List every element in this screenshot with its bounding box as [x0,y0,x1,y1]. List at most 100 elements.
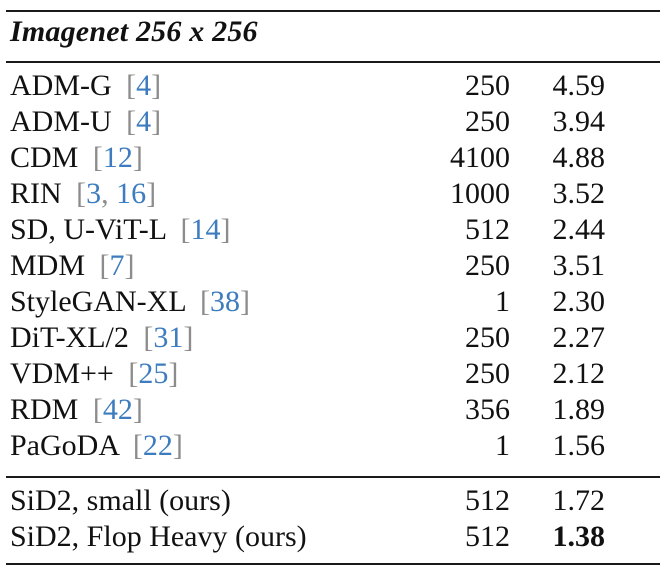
fid-value: 2.12 [552,357,606,390]
citation-bracket-close: ] [124,249,135,282]
results-table: Imagenet 256 x 256 ADM-G [4] 250 4.59 AD… [6,10,660,565]
steps-value: 512 [465,484,510,517]
model-name: SiD2, small (ours) [10,484,231,517]
model-name: CDM [10,141,79,174]
table-row: ADM-U [4] 250 3.94 [10,104,605,140]
ours-rows-section: SiD2, small (ours) 512 1.72 SiD2, Flop H… [6,478,660,563]
fid-value: 3.52 [552,177,606,210]
model-name: VDM++ [10,357,114,390]
fid-value: 1.56 [552,429,606,462]
citation-link[interactable]: 25 [138,357,169,390]
model-cell: StyleGAN-XL [38] [10,284,390,320]
citation-bracket-open: [ [200,285,211,318]
table-row: ADM-G [4] 250 4.59 [10,68,605,104]
table-row: SD, U-ViT-L [14] 512 2.44 [10,212,605,248]
citation-link[interactable]: 22 [142,429,173,462]
steps-value: 250 [465,357,510,390]
table-row: StyleGAN-XL [38] 1 2.30 [10,284,605,320]
citation: [12] [93,141,143,174]
steps-value: 356 [465,393,510,426]
model-name: StyleGAN-XL [10,285,186,318]
citation-link[interactable]: 16 [116,177,147,210]
model-cell: RIN [3, 16] [10,176,390,212]
fid-value: 1.72 [552,484,606,517]
model-cell: ADM-U [4] [10,104,390,140]
citation-bracket-close: ] [220,213,231,246]
fid-value: 2.27 [552,321,606,354]
model-cell: SD, U-ViT-L [14] [10,212,390,248]
citation: [25] [128,357,178,390]
model-cell: RDM [42] [10,392,390,428]
fid-value: 4.59 [552,69,606,102]
model-cell: DiT-XL/2 [31] [10,320,390,356]
citation-link[interactable]: 4 [136,69,152,102]
steps-value: 512 [465,520,510,553]
citation: [42] [93,393,143,426]
model-name: RDM [10,393,79,426]
steps-value: 1 [495,285,510,318]
citation-bracket-open: [ [143,321,154,354]
citation-bracket-open: [ [180,213,191,246]
citation-bracket-open: [ [132,429,143,462]
citation-bracket-close: ] [146,177,157,210]
table-row: MDM [7] 250 3.51 [10,248,605,284]
table-row: RIN [3, 16] 1000 3.52 [10,176,605,212]
citation-bracket-close: ] [172,429,183,462]
citation-bracket-close: ] [151,105,162,138]
fid-value: 2.44 [552,213,606,246]
citation-bracket-open: [ [92,393,103,426]
steps-value: 250 [465,321,510,354]
table-row: SiD2, small (ours) 512 1.72 [10,483,605,519]
model-cell: SiD2, small (ours) [10,483,390,519]
table-row: PaGoDA [22] 1 1.56 [10,428,605,464]
table-row: RDM [42] 356 1.89 [10,392,605,428]
fid-value: 1.38 [552,520,606,553]
model-cell: MDM [7] [10,248,390,284]
citation-link[interactable]: 38 [210,285,241,318]
citation-link[interactable]: 7 [109,249,125,282]
citation-bracket-open: [ [76,177,87,210]
fid-value: 3.94 [552,105,606,138]
citation: [14] [180,213,230,246]
steps-value: 250 [465,69,510,102]
table-row: CDM [12] 4100 4.88 [10,140,605,176]
steps-value: 1000 [450,177,510,210]
steps-value: 250 [465,249,510,282]
steps-value: 4100 [450,141,510,174]
citation-bracket-open: [ [99,249,110,282]
model-name: SiD2, Flop Heavy (ours) [10,520,307,553]
top-rule [6,10,660,12]
citation-bracket-close: ] [183,321,194,354]
citation-separator: , [101,177,117,210]
fid-value: 4.88 [552,141,606,174]
citation-link[interactable]: 4 [136,105,152,138]
citation-link[interactable]: 3 [86,177,102,210]
table-row: DiT-XL/2 [31] 250 2.27 [10,320,605,356]
citation: [31] [143,321,193,354]
citation-link[interactable]: 14 [190,213,221,246]
model-name: DiT-XL/2 [10,321,129,354]
model-name: ADM-U [10,105,112,138]
citation-bracket-close: ] [151,69,162,102]
model-name: SD, U-ViT-L [10,213,166,246]
citation: [3, 16] [76,177,156,210]
citation: [4] [126,69,161,102]
citation-link[interactable]: 31 [153,321,184,354]
model-name: ADM-G [10,69,112,102]
steps-value: 512 [465,213,510,246]
steps-value: 250 [465,105,510,138]
citation: [7] [100,249,135,282]
header-rule [6,61,660,63]
citation-bracket-close: ] [240,285,251,318]
bottom-rule [6,563,660,565]
citation-link[interactable]: 42 [102,393,133,426]
steps-value: 1 [495,429,510,462]
model-name: PaGoDA [10,429,119,462]
citation-bracket-open: [ [128,357,139,390]
model-cell: SiD2, Flop Heavy (ours) [10,519,390,555]
citation-link[interactable]: 12 [102,141,133,174]
model-cell: PaGoDA [22] [10,428,390,464]
mid-rule [6,476,660,478]
citation-bracket-close: ] [168,357,179,390]
table-row: VDM++ [25] 250 2.12 [10,356,605,392]
